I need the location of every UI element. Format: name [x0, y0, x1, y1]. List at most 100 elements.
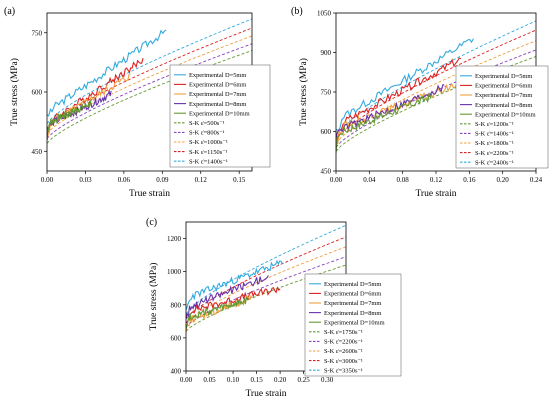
legend: Experimental D=5mm Experimental D=6mm Expe…	[169, 64, 271, 168]
legend-label: S-K ε̇=2600s⁻¹	[324, 348, 363, 355]
legend-label: S-K ε̇=1400s⁻¹	[189, 158, 228, 165]
legend: Experimental D=5mm Experimental D=6mm Expe…	[455, 65, 549, 169]
x-tick-label: 0.16	[463, 176, 476, 184]
legend-label: S-K ε̇=500s⁻¹	[189, 120, 225, 127]
y-tick-label: 600	[321, 128, 332, 136]
model-curve	[186, 236, 346, 320]
model-curve	[47, 50, 252, 144]
y-tick-label: 450	[321, 168, 332, 176]
x-tick-label: 0.12	[430, 176, 443, 184]
x-tick-label: 0.03	[79, 176, 92, 184]
legend-label: S-K ε̇=3350s⁻¹	[324, 367, 363, 374]
x-tick-label: 0.15	[250, 376, 263, 384]
legend-label: S-K ε̇=1800s⁻¹	[475, 140, 514, 147]
model-curve	[336, 49, 536, 148]
model-curve	[336, 20, 536, 136]
experimental-curve	[47, 98, 93, 138]
x-tick-label: 0.06	[118, 176, 131, 184]
y-tick-label: 750	[32, 29, 43, 37]
model-curve	[336, 29, 536, 140]
x-tick-label: 0.00	[41, 176, 54, 184]
chart-panel: (c) 0.00 0.05 0.10 0.15 0.20 0.25 0.30 400 600 800…	[146, 217, 402, 399]
legend: Experimental D=5mm Experimental D=6mm Expe…	[304, 273, 402, 377]
y-tick-label: 800	[171, 301, 182, 309]
x-axis-title: True strain	[129, 189, 170, 199]
model-curve	[186, 224, 346, 315]
x-tick-label: 0.09	[156, 176, 169, 184]
legend-label: S-K ε̇=1000s⁻¹	[189, 139, 228, 146]
experimental-curve	[47, 58, 144, 133]
legend-box	[455, 65, 549, 169]
legend-label: S-K ε̇=2400s⁻¹	[475, 159, 514, 166]
experimental-curve	[186, 275, 269, 320]
legend-label: Experimental D=10mm	[324, 319, 385, 326]
experimental-curve	[336, 38, 474, 132]
y-tick-label: 1000	[167, 268, 182, 276]
legend-label: Experimental D=6mm	[475, 83, 532, 90]
legend-label: Experimental D=10mm	[189, 110, 250, 117]
x-tick-label: 0.15	[233, 176, 246, 184]
x-tick-label: 0.20	[274, 376, 287, 384]
chart-panel: (b) 0.00 0.04 0.08 0.12 0.16 0.20 0.24 450 600 750…	[291, 6, 549, 199]
y-tick-label: 600	[32, 89, 43, 97]
x-tick-label: 0.20	[497, 176, 510, 184]
y-tick-label: 750	[321, 89, 332, 97]
legend-label: Experimental D=8mm	[189, 101, 246, 108]
y-axis-title: True stress (MPa)	[148, 263, 159, 331]
x-tick-label: 0.00	[330, 176, 343, 184]
legend-label: S-K ε̇=3000s⁻¹	[324, 358, 363, 365]
experimental-curve	[186, 294, 253, 333]
experimental-curve	[47, 29, 167, 117]
legend-label: S-K ε̇=800s⁻¹	[189, 130, 225, 137]
y-tick-label: 450	[32, 148, 43, 156]
legend-label: S-K ε̇=1150s⁻¹	[189, 149, 228, 156]
x-axis-title: True strain	[245, 389, 286, 399]
experimental-curve	[336, 57, 462, 141]
legend-label: S-K ε̇=2200s⁻¹	[475, 150, 514, 157]
panel-label: (b)	[291, 6, 303, 17]
chart-panel: (a) 0.00 0.03 0.06 0.09 0.12 0.15 450 600 750 True…	[4, 6, 271, 199]
legend-label: S-K ε̇=2200s⁻¹	[324, 339, 363, 346]
panel-label: (c)	[146, 217, 157, 228]
experimental-curve	[186, 259, 283, 311]
x-axis-title: True strain	[415, 189, 456, 199]
legend-label: Experimental D=6mm	[189, 82, 246, 89]
legend-label: Experimental D=5mm	[324, 281, 381, 288]
model-curve	[47, 43, 252, 139]
x-tick-label: 0.24	[530, 176, 543, 184]
legend-label: Experimental D=6mm	[324, 291, 381, 298]
legend-label: S-K ε̇=1200s⁻¹	[475, 121, 514, 128]
legend-label: S-K ε̇=1400s⁻¹	[475, 131, 514, 138]
x-tick-label: 0.25	[298, 376, 311, 384]
y-axis-title: True stress (MPa)	[9, 58, 20, 126]
x-tick-label: 0.10	[227, 376, 240, 384]
experimental-curve	[336, 84, 445, 139]
y-tick-label: 1050	[317, 10, 332, 18]
y-tick-label: 1200	[167, 235, 182, 243]
legend-label: Experimental D=7mm	[189, 91, 246, 98]
x-tick-label: 0.12	[195, 176, 208, 184]
y-tick-label: 400	[171, 368, 182, 376]
y-tick-label: 900	[321, 49, 332, 57]
legend-label: Experimental D=7mm	[324, 300, 381, 307]
panel-label: (a)	[4, 6, 15, 17]
x-tick-label: 0.04	[363, 176, 376, 184]
legend-label: Experimental D=8mm	[475, 102, 532, 109]
x-tick-label: 0.05	[203, 376, 216, 384]
x-tick-label: 0.00	[180, 376, 193, 384]
legend-label: S-K ε̇=1750s⁻¹	[324, 329, 363, 336]
legend-label: Experimental D=8mm	[324, 310, 381, 317]
legend-label: Experimental D=5mm	[475, 73, 532, 80]
y-tick-label: 600	[171, 334, 182, 342]
legend-box	[169, 64, 271, 168]
x-tick-label: 0.08	[397, 176, 410, 184]
y-axis-title: True stress (MPa)	[298, 58, 309, 126]
experimental-curve	[186, 295, 248, 329]
experimental-curve	[186, 286, 281, 324]
legend-label: Experimental D=5mm	[189, 72, 246, 79]
experimental-curve	[336, 91, 433, 153]
legend-label: Experimental D=10mm	[475, 111, 536, 118]
legend-label: Experimental D=7mm	[475, 92, 532, 99]
model-curve	[47, 27, 252, 130]
